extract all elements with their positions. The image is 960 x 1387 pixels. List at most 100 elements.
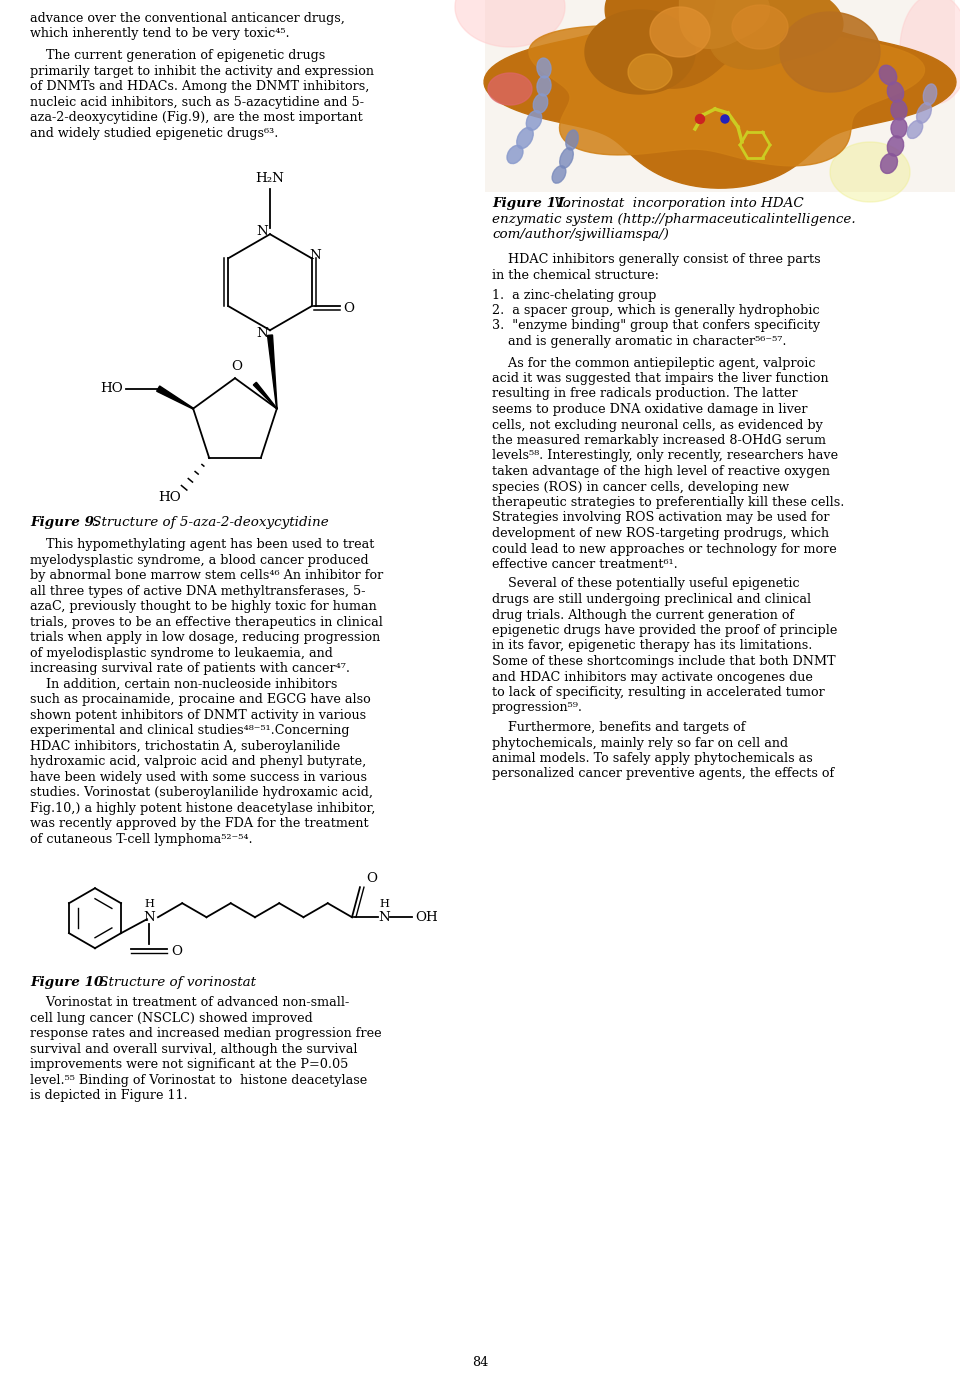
Text: cell lung cancer (NSCLC) showed improved: cell lung cancer (NSCLC) showed improved	[30, 1011, 313, 1025]
Ellipse shape	[721, 115, 729, 123]
Text: Strategies involving ROS activation may be used for: Strategies involving ROS activation may …	[492, 512, 829, 524]
Polygon shape	[780, 12, 880, 92]
Text: survival and overall survival, although the survival: survival and overall survival, although …	[30, 1043, 357, 1056]
Polygon shape	[830, 141, 910, 203]
Text: Fig.10,) a highly potent histone deacetylase inhibitor,: Fig.10,) a highly potent histone deacety…	[30, 802, 375, 814]
Text: effective cancer treatment⁶¹.: effective cancer treatment⁶¹.	[492, 558, 678, 571]
Text: of cutaneous T-cell lymphoma⁵²⁻⁵⁴.: of cutaneous T-cell lymphoma⁵²⁻⁵⁴.	[30, 832, 252, 846]
Text: all three types of active DNA methyltransferases, 5-: all three types of active DNA methyltran…	[30, 585, 366, 598]
Text: taken advantage of the high level of reactive oxygen: taken advantage of the high level of rea…	[492, 465, 830, 479]
Text: therapeutic strategies to preferentially kill these cells.: therapeutic strategies to preferentially…	[492, 497, 845, 509]
Text: primarily target to inhibit the activity and expression: primarily target to inhibit the activity…	[30, 65, 374, 78]
Text: 1.  a zinc-chelating group: 1. a zinc-chelating group	[492, 288, 657, 301]
Text: HO: HO	[158, 491, 181, 503]
Bar	[485, 0, 955, 191]
Ellipse shape	[887, 82, 903, 103]
Text: N: N	[378, 911, 390, 924]
Polygon shape	[253, 383, 277, 409]
Text: trials, proves to be an effective therapeutics in clinical: trials, proves to be an effective therap…	[30, 616, 383, 628]
Text: the measured remarkably increased 8-OHdG serum: the measured remarkably increased 8-OHdG…	[492, 434, 826, 447]
Text: H: H	[144, 899, 154, 910]
Polygon shape	[650, 7, 710, 57]
Polygon shape	[268, 336, 277, 409]
Text: hydroxamic acid, valproic acid and phenyl butyrate,: hydroxamic acid, valproic acid and pheny…	[30, 755, 367, 768]
Text: phytochemicals, mainly rely so far on cell and: phytochemicals, mainly rely so far on ce…	[492, 736, 788, 749]
Text: increasing survival rate of patients with cancer⁴⁷.: increasing survival rate of patients wit…	[30, 662, 350, 675]
Text: could lead to new approaches or technology for more: could lead to new approaches or technolo…	[492, 542, 837, 556]
Text: O: O	[344, 302, 354, 315]
Text: In addition, certain non-nucleoside inhibitors: In addition, certain non-nucleoside inhi…	[30, 678, 337, 691]
Text: to lack of specificity, resulting in accelerated tumor: to lack of specificity, resulting in acc…	[492, 687, 825, 699]
Text: resulting in free radicals production. The latter: resulting in free radicals production. T…	[492, 387, 798, 401]
Text: Figure 11.: Figure 11.	[492, 197, 570, 209]
Text: N: N	[256, 327, 268, 340]
Text: 84: 84	[472, 1356, 488, 1369]
Text: progression⁵⁹.: progression⁵⁹.	[492, 702, 583, 714]
Polygon shape	[680, 0, 770, 49]
Ellipse shape	[917, 103, 931, 123]
Text: O: O	[171, 945, 182, 957]
Text: of DNMTs and HDACs. Among the DNMT inhibitors,: of DNMTs and HDACs. Among the DNMT inhib…	[30, 80, 370, 93]
Ellipse shape	[552, 166, 565, 183]
Text: Figure 10.: Figure 10.	[30, 976, 108, 989]
Text: in its favor, epigenetic therapy has its limitations.: in its favor, epigenetic therapy has its…	[492, 639, 812, 652]
Text: advance over the conventional anticancer drugs,: advance over the conventional anticancer…	[30, 12, 345, 25]
Text: Structure of 5-aza-2-deoxycytidine: Structure of 5-aza-2-deoxycytidine	[88, 516, 328, 530]
Text: cells, not excluding neuronal cells, as evidenced by: cells, not excluding neuronal cells, as …	[492, 419, 823, 431]
Text: studies. Vorinostat (suberoylanilide hydroxamic acid,: studies. Vorinostat (suberoylanilide hyd…	[30, 786, 373, 799]
Text: 2.  a spacer group, which is generally hydrophobic: 2. a spacer group, which is generally hy…	[492, 304, 820, 318]
Text: personalized cancer preventive agents, the effects of: personalized cancer preventive agents, t…	[492, 767, 834, 781]
Text: levels⁵⁸. Interestingly, only recently, researchers have: levels⁵⁸. Interestingly, only recently, …	[492, 449, 838, 462]
Ellipse shape	[891, 118, 907, 137]
Ellipse shape	[907, 121, 923, 139]
Text: HO: HO	[101, 381, 123, 395]
Text: improvements were not significant at the P=0.05: improvements were not significant at the…	[30, 1058, 348, 1071]
Ellipse shape	[880, 154, 898, 173]
Text: acid it was suggested that impairs the liver function: acid it was suggested that impairs the l…	[492, 372, 828, 386]
Text: HDAC inhibitors, trichostatin A, suberoylanilide: HDAC inhibitors, trichostatin A, suberoy…	[30, 739, 340, 753]
Ellipse shape	[695, 115, 705, 123]
Polygon shape	[900, 0, 960, 104]
Text: com/author/sjwilliamspa/): com/author/sjwilliamspa/)	[492, 227, 669, 241]
Text: which inherently tend to be very toxic⁴⁵.: which inherently tend to be very toxic⁴⁵…	[30, 28, 290, 40]
Text: seems to produce DNA oxidative damage in liver: seems to produce DNA oxidative damage in…	[492, 404, 807, 416]
Ellipse shape	[891, 100, 907, 119]
Text: Structure of vorinostat: Structure of vorinostat	[95, 976, 256, 989]
Text: was recently approved by the FDA for the treatment: was recently approved by the FDA for the…	[30, 817, 369, 831]
Polygon shape	[628, 54, 672, 90]
Ellipse shape	[565, 130, 578, 150]
Text: enzymatic system (http://pharmaceuticalintelligence.: enzymatic system (http://pharmaceuticali…	[492, 212, 855, 226]
Text: animal models. To safely apply phytochemicals as: animal models. To safely apply phytochem…	[492, 752, 813, 766]
Text: This hypomethylating agent has been used to treat: This hypomethylating agent has been used…	[30, 538, 374, 551]
Text: N: N	[256, 225, 268, 237]
Ellipse shape	[516, 128, 533, 148]
Text: Figure 9.: Figure 9.	[30, 516, 99, 530]
Text: Vorinostat in treatment of advanced non-small-: Vorinostat in treatment of advanced non-…	[30, 996, 349, 1010]
Polygon shape	[156, 386, 193, 409]
Text: and HDAC inhibitors may activate oncogenes due: and HDAC inhibitors may activate oncogen…	[492, 670, 813, 684]
Text: nucleic acid inhibitors, such as 5-azacytidine and 5-: nucleic acid inhibitors, such as 5-azacy…	[30, 96, 364, 108]
Ellipse shape	[537, 58, 551, 78]
Text: and is generally aromatic in character⁵⁶⁻⁵⁷.: and is generally aromatic in character⁵⁶…	[492, 336, 786, 348]
Text: 3.  "enzyme binding" group that confers specificity: 3. "enzyme binding" group that confers s…	[492, 319, 820, 333]
Polygon shape	[708, 0, 843, 69]
Text: N: N	[143, 911, 155, 924]
Text: HDAC inhibitors generally consist of three parts: HDAC inhibitors generally consist of thr…	[492, 254, 821, 266]
Text: and widely studied epigenetic drugs⁶³.: and widely studied epigenetic drugs⁶³.	[30, 126, 278, 140]
Ellipse shape	[887, 136, 903, 157]
Text: azaC, previously thought to be highly toxic for human: azaC, previously thought to be highly to…	[30, 601, 376, 613]
Text: development of new ROS-targeting prodrugs, which: development of new ROS-targeting prodrug…	[492, 527, 829, 540]
Text: by abnormal bone marrow stem cells⁴⁶ An inhibitor for: by abnormal bone marrow stem cells⁴⁶ An …	[30, 569, 383, 583]
Ellipse shape	[537, 76, 551, 96]
Text: experimental and clinical studies⁴⁸⁻⁵¹.Concerning: experimental and clinical studies⁴⁸⁻⁵¹.C…	[30, 724, 349, 738]
Text: drug trials. Although the current generation of: drug trials. Although the current genera…	[492, 609, 794, 621]
Text: shown potent inhibitors of DNMT activity in various: shown potent inhibitors of DNMT activity…	[30, 709, 366, 721]
Text: Furthermore, benefits and targets of: Furthermore, benefits and targets of	[492, 721, 746, 734]
Text: The current generation of epigenetic drugs: The current generation of epigenetic dru…	[30, 49, 325, 62]
Text: H₂N: H₂N	[255, 172, 284, 186]
Polygon shape	[605, 0, 761, 89]
Text: of myelodisplastic syndrome to leukaemia, and: of myelodisplastic syndrome to leukaemia…	[30, 646, 333, 660]
Text: such as procainamide, procaine and EGCG have also: such as procainamide, procaine and EGCG …	[30, 694, 371, 706]
Text: drugs are still undergoing preclinical and clinical: drugs are still undergoing preclinical a…	[492, 594, 811, 606]
Text: in the chemical structure:: in the chemical structure:	[492, 269, 659, 282]
